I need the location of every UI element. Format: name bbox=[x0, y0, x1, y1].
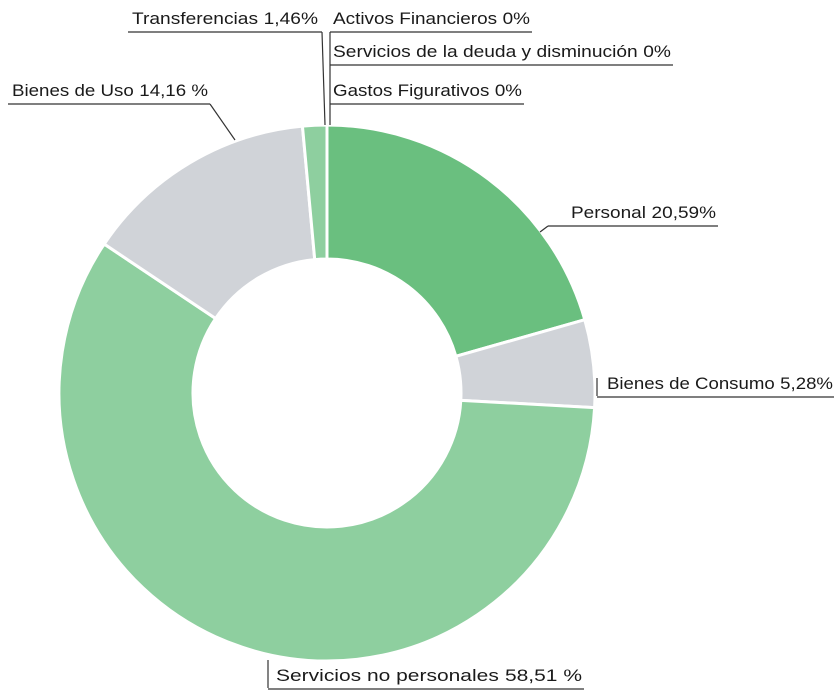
category-name: Bienes de Consumo bbox=[607, 374, 775, 393]
category-name: Personal bbox=[571, 203, 646, 222]
slice bbox=[57, 241, 597, 663]
value-label: 0% bbox=[503, 9, 530, 28]
value-label: 14,16 % bbox=[139, 81, 208, 100]
slice-label: Personal 20,59% bbox=[571, 203, 716, 222]
value-label: 20,59% bbox=[652, 203, 716, 222]
slice-label: Servicios no personales 58,51 % bbox=[276, 666, 582, 685]
slice-label: Transferencias 1,46% bbox=[132, 9, 318, 28]
leader-line bbox=[209, 103, 236, 141]
category-name: Transferencias bbox=[132, 9, 258, 28]
slice-label: Bienes de Consumo 5,28% bbox=[607, 374, 833, 393]
category-name: Servicios de la deuda y disminución bbox=[333, 42, 638, 61]
slice bbox=[102, 124, 317, 321]
category-name: Gastos Figurativos bbox=[333, 81, 489, 100]
category-name: Bienes de Uso bbox=[12, 81, 134, 100]
leader-line bbox=[321, 31, 326, 126]
slice bbox=[325, 123, 587, 359]
value-label: 0% bbox=[643, 42, 671, 61]
slice-label: Bienes de Uso 14,16 % bbox=[12, 81, 208, 100]
slices bbox=[57, 123, 597, 663]
slice-label: Gastos Figurativos 0% bbox=[333, 81, 522, 100]
labels: Personal 20,59% Bienes de Consumo 5,28% Serv… bbox=[8, 9, 834, 690]
value-label: 5,28% bbox=[780, 374, 833, 393]
value-label: 1,46% bbox=[264, 9, 318, 28]
slice-label: Servicios de la deuda y disminución 0% bbox=[333, 42, 671, 61]
value-label: 0% bbox=[495, 81, 522, 100]
category-name: Servicios no personales bbox=[276, 666, 499, 685]
category-name: Activos Financieros bbox=[333, 9, 497, 28]
slice-label: Activos Financieros 0% bbox=[333, 9, 530, 28]
value-label: 58,51 % bbox=[505, 666, 582, 685]
leader-line bbox=[539, 225, 549, 233]
